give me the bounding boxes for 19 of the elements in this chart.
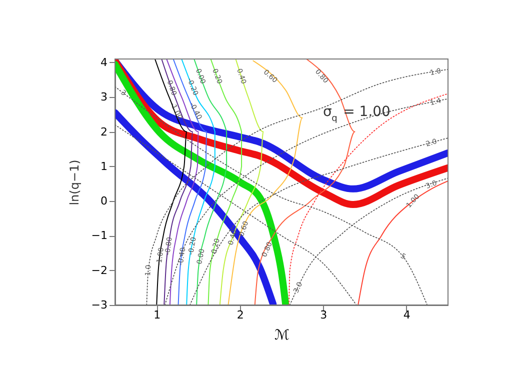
y-tick-label: −3 (91, 298, 108, 312)
x-tick-label: 4 (403, 308, 410, 322)
line-series (154, 59, 188, 305)
x-tick-label: 1 (154, 308, 161, 322)
y-tick-label: −1 (91, 229, 108, 242)
line-series (254, 59, 356, 305)
y-axis-title: ln(q−1) (67, 160, 82, 206)
y-tick-label: 4 (100, 56, 108, 69)
y-tick-label: 2 (100, 125, 108, 138)
y-tick-label: −2 (91, 264, 108, 277)
y-tick-label: 1 (100, 160, 108, 173)
line-series (358, 180, 448, 305)
x-axis-title: ℳ (274, 328, 290, 344)
y-tick-label: 3 (100, 90, 108, 104)
x-tick-label: 2 (236, 308, 244, 322)
line-series (288, 93, 448, 305)
line-series (228, 60, 303, 305)
x-tick-label: 3 (320, 308, 328, 322)
y-tick-label: 0 (100, 194, 108, 208)
